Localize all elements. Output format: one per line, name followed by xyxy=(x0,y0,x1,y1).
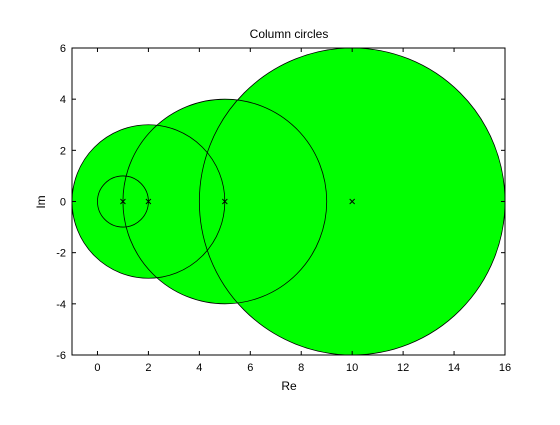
x-tick-label: 6 xyxy=(247,362,253,374)
x-axis-label: Re xyxy=(281,379,297,393)
center-marker-3 xyxy=(120,198,126,205)
y-tick-label: -6 xyxy=(56,350,66,362)
circle-outline-0 xyxy=(198,48,505,355)
x-axis: 0 2 4 6 8 10 12 14 16 xyxy=(94,48,511,374)
center-marker-1 xyxy=(222,198,228,205)
x-tick-label: 16 xyxy=(499,362,511,374)
x-tick-label: 10 xyxy=(346,362,358,374)
x-tick-label: 0 xyxy=(94,362,100,374)
center-markers xyxy=(120,198,355,205)
y-tick-label: 0 xyxy=(60,197,66,209)
circle-fills xyxy=(72,48,505,355)
y-tick-label: 2 xyxy=(60,145,66,157)
x-tick-label: 2 xyxy=(145,362,151,374)
x-tick-label: 4 xyxy=(196,362,202,374)
y-axis: -6 -4 -2 0 2 4 6 xyxy=(56,43,505,362)
x-tick-label: 14 xyxy=(448,362,460,374)
chart-title: Column circles xyxy=(250,27,329,41)
y-tick-label: 4 xyxy=(60,94,66,106)
center-marker-0 xyxy=(349,198,355,205)
x-tick-label: 12 xyxy=(397,362,409,374)
y-axis-label: Im xyxy=(34,195,48,208)
y-tick-label: 6 xyxy=(60,43,66,55)
center-marker-2 xyxy=(145,198,152,205)
x-tick-label: 8 xyxy=(298,362,304,374)
y-tick-label: -2 xyxy=(56,248,66,260)
y-tick-label: -4 xyxy=(56,299,66,311)
